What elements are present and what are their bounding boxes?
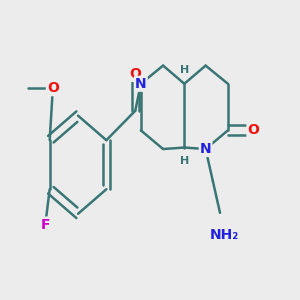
Text: O: O bbox=[248, 123, 259, 137]
Text: NH₂: NH₂ bbox=[209, 228, 238, 242]
Text: F: F bbox=[40, 218, 50, 232]
Text: O: O bbox=[129, 67, 141, 81]
Text: N: N bbox=[135, 77, 147, 91]
Text: O: O bbox=[47, 81, 59, 95]
Text: H: H bbox=[180, 156, 189, 166]
Text: H: H bbox=[180, 65, 189, 75]
Text: N: N bbox=[200, 142, 212, 156]
